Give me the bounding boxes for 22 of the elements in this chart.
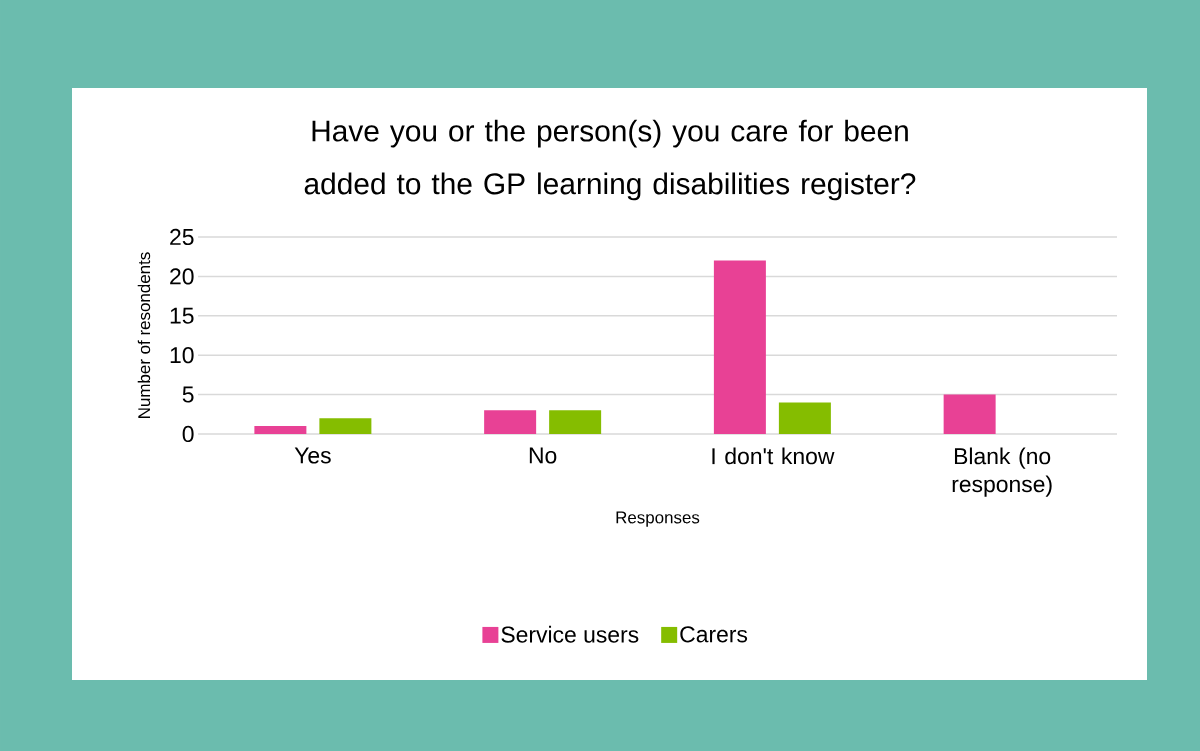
x-tick-label: I don't know: [712, 447, 835, 465]
bar: [943, 394, 996, 434]
chart-title: Have you or the person(s) you care for been added to the GP learning disabilities register?: [304, 119, 916, 201]
bar: [484, 410, 537, 434]
bar: [549, 410, 602, 434]
y-tick-label: 20: [170, 268, 194, 285]
y-tick-label: 10: [170, 347, 194, 364]
bar: [778, 402, 831, 434]
y-tick-label: 25: [170, 228, 194, 246]
x-tick-label: No: [529, 447, 557, 464]
x-axis-title: Responses: [616, 511, 700, 527]
y-tick-label: 15: [170, 307, 194, 324]
bar: [713, 260, 766, 434]
bar: [319, 418, 372, 434]
legend-label: Service users: [501, 625, 639, 643]
x-tick-label: Blank (no response): [952, 447, 1052, 497]
y-tick-label: 5: [182, 386, 194, 403]
legend-label: Carers: [680, 626, 748, 643]
y-tick-label: 0: [182, 425, 194, 443]
y-axis-title: Number of resondents: [137, 252, 151, 418]
x-tick-label: Yes: [294, 447, 331, 464]
bar: [254, 426, 307, 434]
